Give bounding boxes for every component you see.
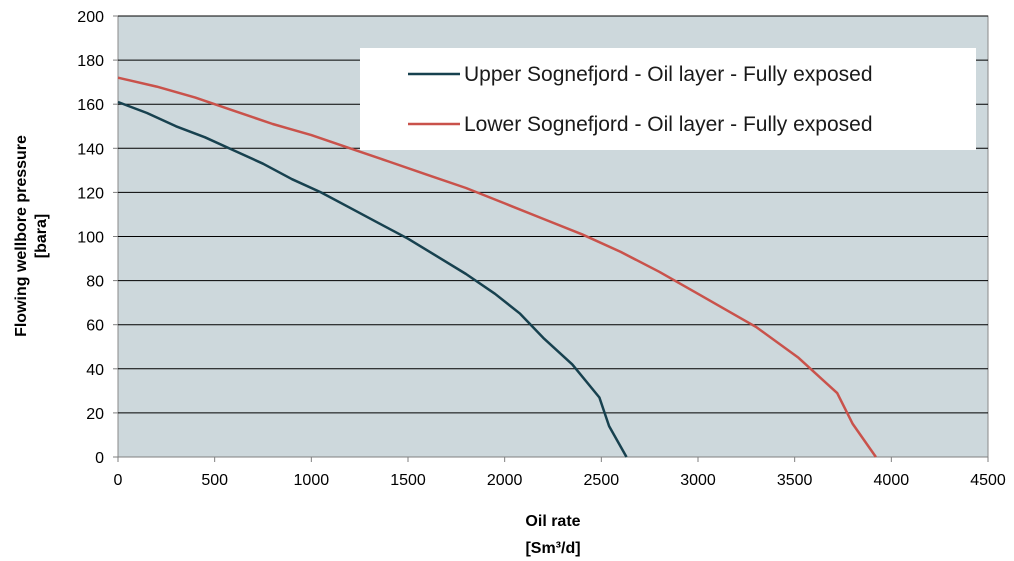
legend-box [360, 48, 976, 150]
y-tick-label-20: 20 [86, 406, 104, 423]
legend: Upper Sognefjord - Oil layer - Fully exp… [360, 48, 976, 150]
x-axis-ticks: 0 500 1000 1500 2000 2500 3000 3500 4000 4500 [114, 457, 1006, 489]
x-tick-label-2000: 2000 [487, 472, 523, 489]
y-tick-label-100: 100 [77, 230, 104, 247]
series-lines [117, 76, 877, 458]
legend-label-lower: Lower Sognefjord - Oil layer - Fully exp… [464, 113, 873, 136]
y-tick-label-160: 160 [77, 97, 104, 114]
y-tick-label-140: 140 [77, 141, 104, 158]
x-tick-label-1000: 1000 [294, 472, 330, 489]
x-tick-label-1500: 1500 [390, 472, 426, 489]
y-tick-label-60: 60 [86, 318, 104, 335]
y-tick-label-120: 120 [77, 185, 104, 202]
x-tick-label-3000: 3000 [680, 472, 716, 489]
x-tick-label-3500: 3500 [777, 472, 813, 489]
x-tick-label-2500: 2500 [584, 472, 620, 489]
series-line-upper [117, 100, 628, 458]
y-tick-label-40: 40 [86, 362, 104, 379]
x-axis-title-line1: Oil rate [525, 513, 580, 530]
x-axis-title-line2: [Sm³/d] [525, 540, 580, 557]
y-axis-ticks: 0 20 40 60 80 100 120 140 160 180 200 [77, 9, 118, 467]
x-tick-label-4000: 4000 [874, 472, 910, 489]
y-tick-label-0: 0 [95, 450, 104, 467]
series-line-lower [117, 76, 877, 458]
legend-label-upper: Upper Sognefjord - Oil layer - Fully exp… [464, 63, 873, 86]
x-tick-label-4500: 4500 [970, 472, 1006, 489]
y-tick-label-80: 80 [86, 274, 104, 291]
x-tick-label-500: 500 [201, 472, 228, 489]
y-tick-label-180: 180 [77, 53, 104, 70]
x-tick-label-0: 0 [114, 472, 123, 489]
y-tick-label-200: 200 [77, 9, 104, 26]
y-axis-title-line2: [bara] [33, 214, 50, 258]
y-axis-title-line1: Flowing wellbore pressure [13, 135, 30, 337]
